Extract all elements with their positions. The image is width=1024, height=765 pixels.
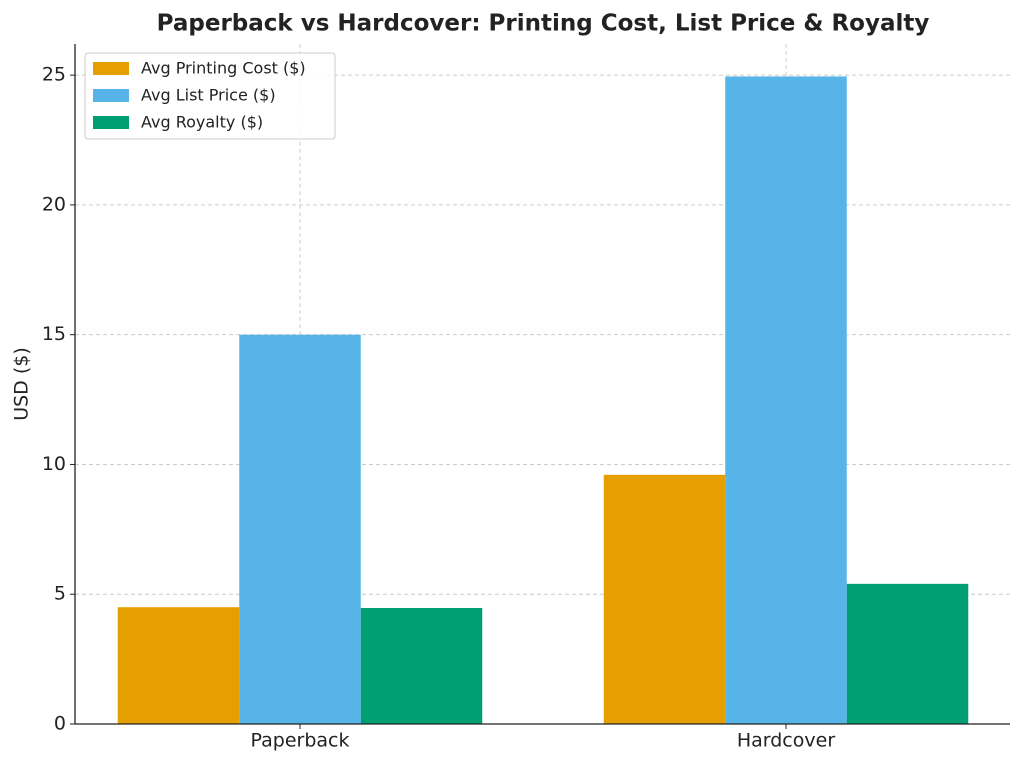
x-tick-label: Hardcover xyxy=(737,730,835,752)
legend: Avg Printing Cost ($) Avg List Price ($) A… xyxy=(84,52,336,140)
bar xyxy=(725,76,847,724)
bar xyxy=(846,583,969,724)
y-tick-label: 5 xyxy=(54,583,66,605)
bar xyxy=(239,334,361,724)
y-axis-label: USD ($) xyxy=(11,347,33,421)
bar xyxy=(360,607,483,724)
y-tick-label: 10 xyxy=(42,453,66,475)
bar xyxy=(117,607,240,724)
legend-label: Avg Royalty ($) xyxy=(141,113,263,132)
legend-label: Avg Printing Cost ($) xyxy=(141,59,306,78)
legend-swatch xyxy=(93,89,129,102)
y-tick-label: 25 xyxy=(42,64,66,86)
y-tick-label: 15 xyxy=(42,323,66,345)
legend-label: Avg List Price ($) xyxy=(141,86,276,105)
y-tick-label: 0 xyxy=(54,713,66,735)
chart-title: Paperback vs Hardcover: Printing Cost, L… xyxy=(157,11,930,37)
legend-box xyxy=(84,52,336,140)
x-tick-label: Paperback xyxy=(251,730,350,752)
legend-swatch xyxy=(93,116,129,129)
bar xyxy=(603,474,726,724)
legend-swatch xyxy=(93,62,129,75)
y-tick-label: 20 xyxy=(42,193,66,215)
